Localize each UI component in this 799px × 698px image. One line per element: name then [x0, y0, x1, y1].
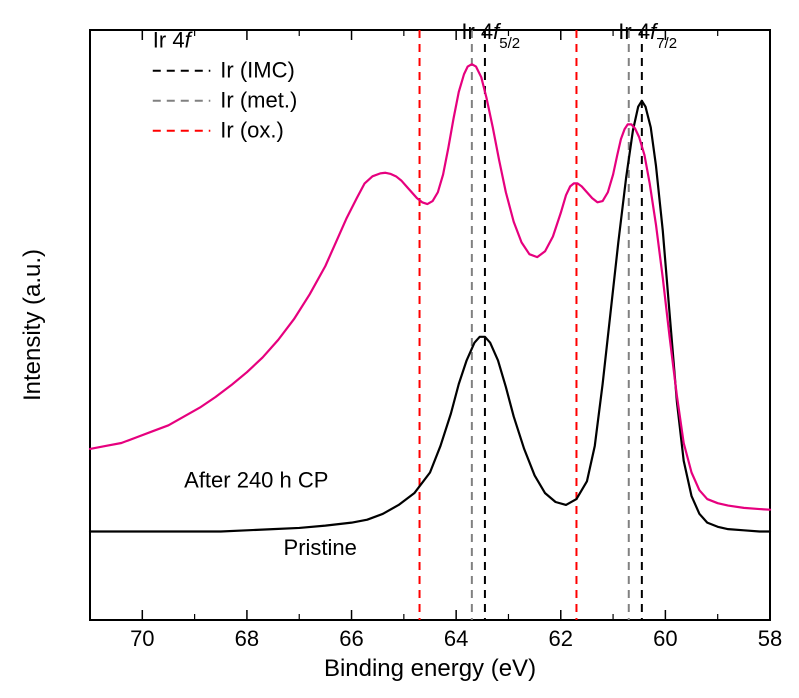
legend-title: Ir 4f — [153, 28, 194, 53]
x-tick-label: 68 — [235, 626, 259, 651]
chart-bg — [0, 0, 799, 698]
series-label: Pristine — [284, 535, 357, 560]
legend-label: Ir (IMC) — [220, 58, 295, 83]
x-tick-label: 64 — [444, 626, 468, 651]
legend-label: Ir (met.) — [220, 88, 297, 113]
series-label: After 240 h CP — [184, 467, 328, 492]
y-axis-label: Intensity (a.u.) — [19, 249, 46, 401]
x-tick-label: 66 — [339, 626, 363, 651]
x-tick-label: 60 — [653, 626, 677, 651]
x-tick-label: 70 — [130, 626, 154, 651]
x-tick-label: 62 — [549, 626, 573, 651]
legend-label: Ir (ox.) — [220, 118, 284, 143]
x-axis-label: Binding energy (eV) — [324, 655, 536, 682]
xps-spectrum-chart: 58 60 62 64 66 68 70 Binding energy (eV) Intensi… — [0, 0, 799, 698]
x-tick-label: 58 — [758, 626, 782, 651]
chart-svg: 58 60 62 64 66 68 70 Binding energy (eV) Intensi… — [0, 0, 799, 698]
